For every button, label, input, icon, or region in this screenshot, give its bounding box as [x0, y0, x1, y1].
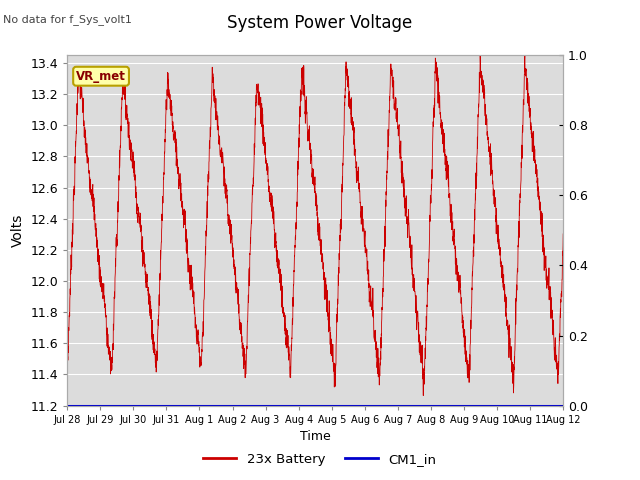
Text: System Power Voltage: System Power Voltage: [227, 14, 413, 33]
Text: VR_met: VR_met: [76, 70, 126, 83]
Y-axis label: Volts: Volts: [11, 214, 25, 247]
Legend: 23x Battery, CM1_in: 23x Battery, CM1_in: [198, 447, 442, 471]
X-axis label: Time: Time: [300, 430, 331, 443]
Text: No data for f_Sys_volt1: No data for f_Sys_volt1: [3, 14, 132, 25]
